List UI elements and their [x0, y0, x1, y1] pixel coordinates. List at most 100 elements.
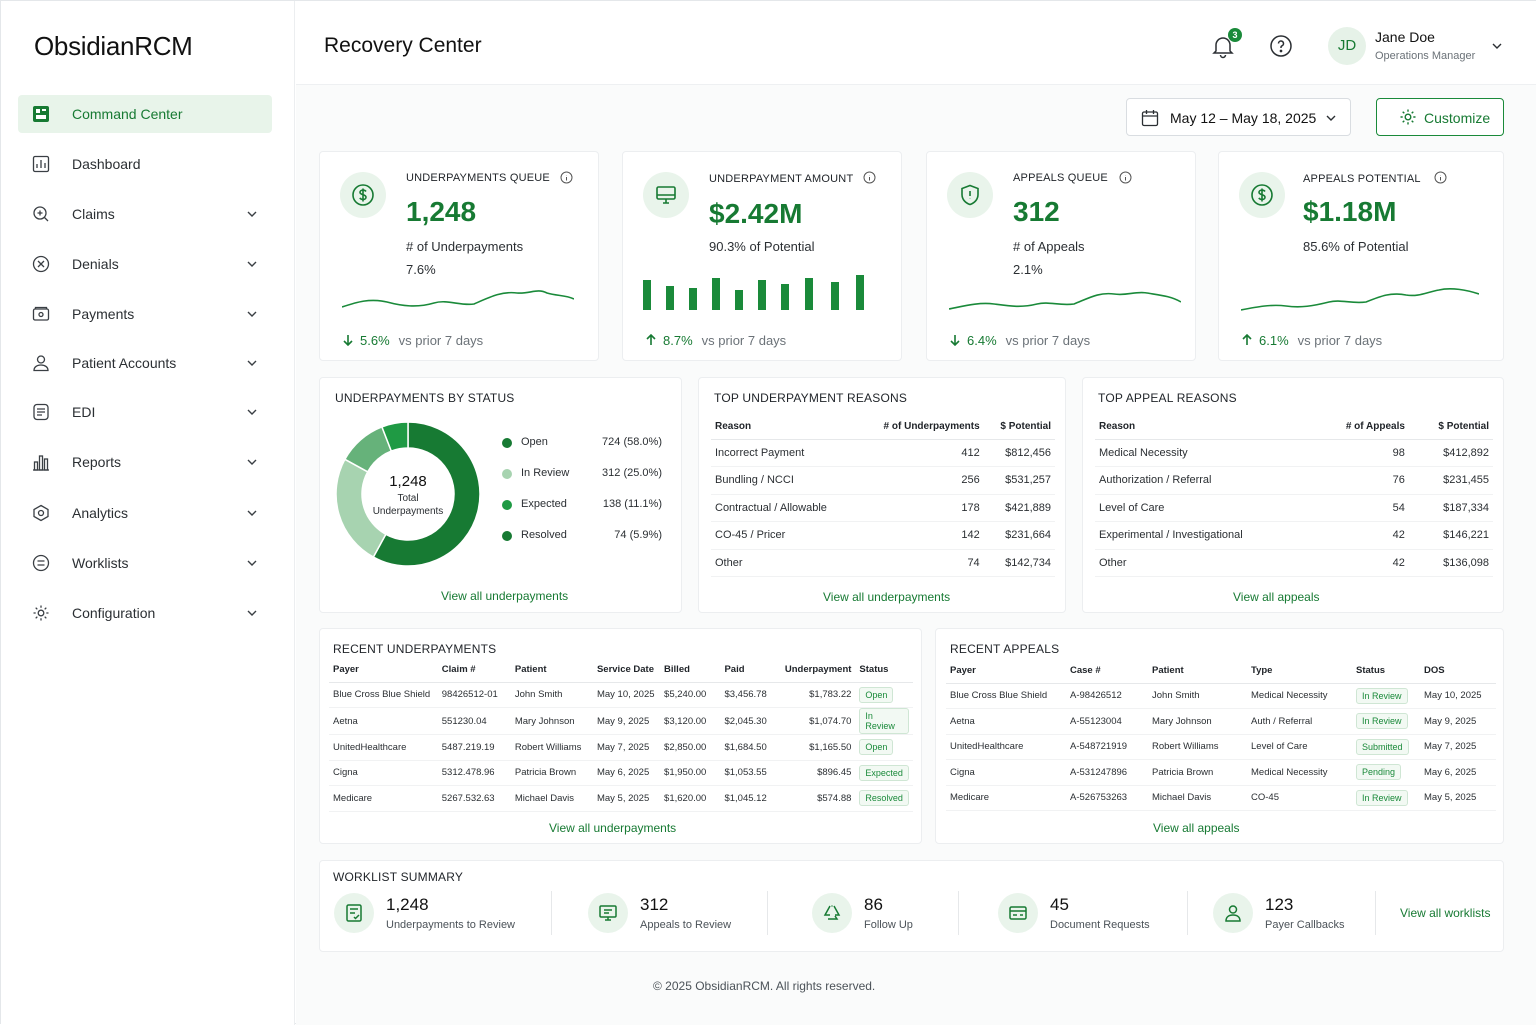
sidebar-item-configuration[interactable]: Configuration — [18, 594, 272, 632]
column-header[interactable]: Status — [855, 658, 913, 683]
claims-icon — [33, 206, 49, 222]
info-icon[interactable] — [560, 171, 573, 184]
column-header[interactable]: Reason — [711, 415, 857, 440]
view-all-worklists-link[interactable]: View all worklists — [1400, 906, 1491, 920]
recent-appeals-card: RECENT APPEALS Payer Case # Patient Type… — [935, 628, 1504, 844]
column-header[interactable]: Claim # — [437, 658, 511, 683]
sidebar-item-payments[interactable]: Payments — [18, 295, 272, 333]
column-header[interactable]: Paid — [720, 658, 781, 683]
reports-icon — [33, 455, 49, 471]
table-row[interactable]: Medical Necessity 98 $412,892 — [1095, 439, 1493, 467]
worklist-item-appeals[interactable]: 312 Appeals to Review — [588, 891, 758, 941]
sidebar-item-analytics[interactable]: Analytics — [18, 494, 272, 532]
table-row[interactable]: CO-45 / Pricer 142 $231,664 — [711, 521, 1055, 550]
donut-slice-open[interactable] — [372, 421, 481, 567]
worklist-item-underpayments[interactable]: 1,248 Underpayments to Review — [334, 891, 534, 941]
sidebar-item-dashboard[interactable]: Dashboard — [18, 145, 272, 183]
table-row[interactable]: Contractual / Allowable 178 $421,889 — [711, 494, 1055, 522]
worklist-count: 123 — [1265, 895, 1294, 914]
bell-icon[interactable] — [1210, 33, 1236, 59]
donut-slice-resolved[interactable] — [380, 421, 409, 453]
table-row[interactable]: Level of Care 54 $187,334 — [1095, 494, 1493, 522]
date-cell: May 9, 2025 — [592, 707, 661, 735]
column-header[interactable]: Case # — [1066, 659, 1148, 684]
kpi-card-appeals-queue[interactable]: APPEALS QUEUE 312 # of Appeals 2.1% 6.4%… — [926, 151, 1196, 361]
sidebar-item-denials[interactable]: Denials — [18, 245, 272, 283]
column-header[interactable]: Payer — [329, 658, 438, 683]
column-header[interactable]: # of Appeals — [1312, 415, 1409, 440]
table-row[interactable]: UnitedHealthcare 5487.219.19 Robert Willia… — [329, 734, 913, 761]
column-header[interactable]: Underpayment — [780, 658, 856, 683]
sidebar-item-command-center[interactable]: Command Center — [18, 95, 272, 133]
user-name[interactable]: Jane Doe — [1375, 29, 1435, 45]
kpi-card-underpayments-queue[interactable]: UNDERPAYMENTS QUEUE 1,248 # of Underpaym… — [319, 151, 599, 361]
table-row[interactable]: Aetna A-55123004 Mary Johnson Auth / Referr… — [946, 708, 1496, 735]
column-header[interactable]: $ Potential — [1408, 415, 1493, 440]
kpi-card-appeals-potential[interactable]: APPEALS POTENTIAL $1.18M 85.6% of Potent… — [1218, 151, 1504, 361]
table-row[interactable]: Authorization / Referral 76 $231,455 — [1095, 466, 1493, 495]
info-icon[interactable] — [1119, 171, 1132, 184]
table-header-row: Payer Case # Patient Type Status DOS — [946, 659, 1496, 684]
section-title: TOP UNDERPAYMENT REASONS — [714, 391, 908, 405]
table-row[interactable]: Cigna A-531247896 Patricia Brown Medical Ne… — [946, 759, 1496, 786]
status-cell: Open — [855, 682, 913, 708]
worklist-item-follow-up[interactable]: 86 Follow Up — [812, 891, 952, 941]
column-header[interactable]: Service Date — [592, 658, 661, 683]
view-all-underpayments-link[interactable]: View all underpayments — [823, 590, 951, 604]
view-all-appeals-link[interactable]: View all appeals — [1153, 821, 1240, 835]
table-row[interactable]: Experimental / Investigational 42 $146,221 — [1095, 521, 1493, 550]
paid-cell: $2,045.30 — [720, 707, 781, 735]
info-icon[interactable] — [863, 171, 876, 184]
column-header[interactable]: Reason — [1095, 415, 1313, 440]
sidebar-item-reports[interactable]: Reports — [18, 443, 272, 481]
table-row[interactable]: Medicare 5267.532.63 Michael Davis May 5, 2… — [329, 785, 913, 812]
type-cell: Auth / Referral — [1247, 708, 1352, 735]
reason-cell: Bundling / NCCI — [711, 466, 857, 495]
column-header[interactable]: Patient — [1148, 659, 1247, 684]
column-header[interactable]: Patient — [510, 658, 593, 683]
view-all-underpayments-link[interactable]: View all underpayments — [441, 589, 569, 603]
kpi-change-period: vs prior 7 days — [1005, 333, 1091, 348]
status-badge: Expected — [859, 764, 909, 781]
info-icon[interactable] — [1434, 171, 1447, 184]
column-header[interactable]: Type — [1247, 659, 1352, 684]
table-row[interactable]: Other 74 $142,734 — [711, 549, 1055, 577]
table-row[interactable]: Blue Cross Blue Shield A-98426512 John Smi… — [946, 683, 1496, 709]
sidebar-item-worklists[interactable]: Worklists — [18, 544, 272, 582]
table-row[interactable]: Medicare A-526753263 Michael Davis CO-45 In … — [946, 785, 1496, 811]
help-icon[interactable] — [1269, 34, 1293, 58]
table-row[interactable]: Blue Cross Blue Shield 98426512-01 John Sm… — [329, 682, 913, 708]
worklist-item-document-requests[interactable]: 45 Document Requests — [998, 891, 1168, 941]
amount-cell: $142,734 — [983, 549, 1055, 577]
section-title: WORKLIST SUMMARY — [333, 870, 464, 884]
legend-dot — [502, 500, 512, 510]
column-header[interactable]: Status — [1352, 659, 1420, 684]
column-header[interactable]: Billed — [660, 658, 721, 683]
date-range-picker[interactable]: May 12 – May 18, 2025 — [1126, 98, 1351, 136]
table-row[interactable]: UnitedHealthcare A-548721919 Robert Willia… — [946, 734, 1496, 760]
column-header[interactable]: # of Underpayments — [856, 415, 984, 440]
avatar[interactable]: JD — [1328, 27, 1366, 65]
table-row[interactable]: Bundling / NCCI 256 $531,257 — [711, 466, 1055, 495]
column-header[interactable]: DOS — [1420, 659, 1496, 684]
sidebar-item-claims[interactable]: Claims — [18, 195, 272, 233]
sidebar-item-patient-accounts[interactable]: Patient Accounts — [18, 344, 272, 382]
sidebar-item-edi[interactable]: EDI — [18, 393, 272, 431]
worklist-item-payer-callbacks[interactable]: 123 Payer Callbacks — [1213, 891, 1363, 941]
status-badge: In Review — [1356, 789, 1408, 806]
view-all-underpayments-link[interactable]: View all underpayments — [549, 821, 677, 835]
kpi-card-underpayment-amount[interactable]: UNDERPAYMENT AMOUNT $2.42M 90.3% of Pote… — [622, 151, 902, 361]
table-row[interactable]: Aetna 551230.04 Mary Johnson May 9, 2025 $3,… — [329, 707, 913, 735]
table-row[interactable]: Incorrect Payment 412 $812,456 — [711, 439, 1055, 467]
reasons-table: Reason # of Underpayments $ Potential In… — [711, 415, 1055, 577]
kpi-value: $2.42M — [709, 198, 803, 229]
table-row[interactable]: Cigna 5312.478.96 Patricia Brown May 6, 202… — [329, 760, 913, 786]
customize-button[interactable]: Customize — [1376, 98, 1504, 136]
table-row[interactable]: Other 42 $136,098 — [1095, 549, 1493, 577]
legend-value: 724 (58.0%) — [602, 436, 662, 448]
view-all-appeals-link[interactable]: View all appeals — [1233, 590, 1320, 604]
chevron-down-icon[interactable] — [1491, 40, 1503, 52]
column-header[interactable]: $ Potential — [983, 415, 1055, 440]
brand-logo[interactable]: ObsidianRCM — [34, 31, 193, 61]
column-header[interactable]: Payer — [946, 659, 1066, 684]
